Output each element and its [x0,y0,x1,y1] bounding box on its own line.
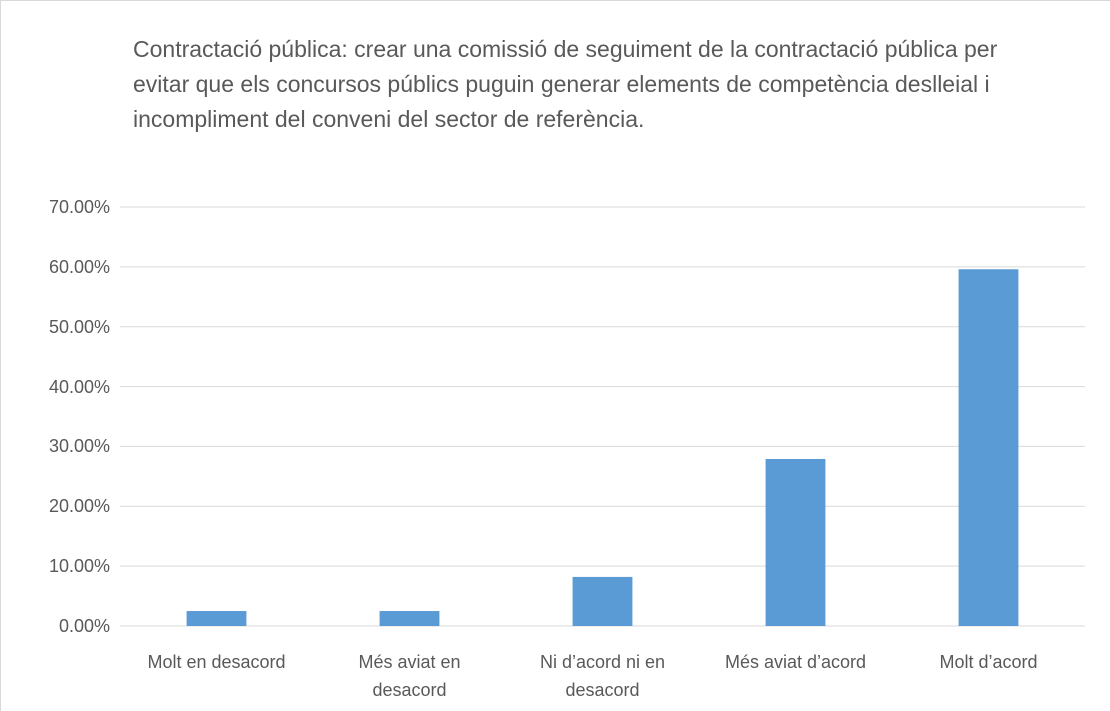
y-tick-label: 20.00% [48,496,110,517]
bar [572,576,633,626]
y-tick-label: 0.00% [58,616,110,636]
x-tick-label: Molt d’acord [939,652,1038,672]
bar [379,611,440,626]
y-tick-label: 60.00% [48,256,110,277]
x-tick-label: Més aviat en desacord [358,652,461,700]
x-tick-label: Molt en desacord [147,652,286,672]
y-tick-label: 30.00% [48,436,110,457]
x-tick-label: Ni d’acord ni en desacord [539,652,666,700]
y-tick-label: 10.00% [48,556,110,577]
bar [186,611,247,626]
x-tick-label: Més aviat d’acord [724,652,867,672]
bar [958,269,1019,626]
bar [765,458,826,626]
chart-title: Contractació pública: crear una comissió… [133,36,998,132]
y-tick-label: 40.00% [48,376,110,397]
y-tick-label: 50.00% [48,316,110,337]
y-tick-label: 70.00% [48,197,110,217]
